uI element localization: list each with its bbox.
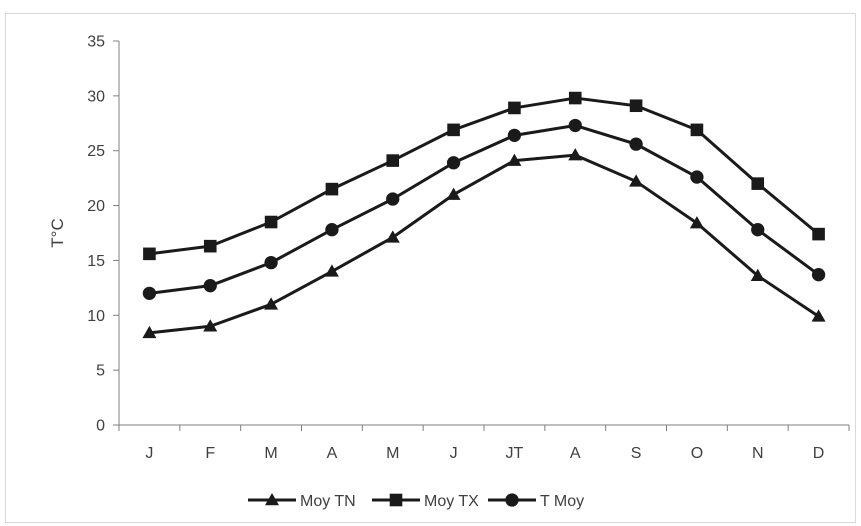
y-axis-label: T°C xyxy=(48,218,67,247)
x-tick-label: F xyxy=(205,445,215,462)
y-tick-label: 25 xyxy=(87,143,105,160)
data-point-t-moy xyxy=(386,192,400,206)
data-point-t-moy xyxy=(690,170,704,184)
data-point-moy-tn xyxy=(629,174,644,187)
x-tick-label: S xyxy=(631,445,642,462)
data-point-t-moy xyxy=(325,223,339,237)
legend-marker-moy-tn xyxy=(265,493,279,506)
data-point-moy-tx xyxy=(812,227,825,241)
data-point-moy-tn xyxy=(568,148,583,161)
legend-label-moy-tn: Moy TN xyxy=(300,493,356,510)
data-point-t-moy xyxy=(203,279,217,293)
x-tick-label: A xyxy=(570,445,581,462)
y-tick-label: 0 xyxy=(96,418,105,435)
x-tick-label: A xyxy=(327,445,338,462)
data-point-t-moy xyxy=(264,255,278,270)
data-point-moy-tn xyxy=(689,216,704,229)
data-point-moy-tx xyxy=(325,182,339,196)
data-point-moy-tx xyxy=(386,154,400,167)
data-point-t-moy xyxy=(142,286,157,300)
x-tick-label: J xyxy=(145,445,153,462)
legend-marker-t-moy xyxy=(505,493,519,507)
y-tick-label: 10 xyxy=(87,308,105,325)
y-tick-label: 35 xyxy=(87,34,105,51)
chart-frame xyxy=(5,13,856,523)
x-tick-label: O xyxy=(691,445,703,462)
data-point-moy-tx xyxy=(447,123,460,137)
series-line-moy-tn xyxy=(149,153,820,335)
data-point-t-moy xyxy=(811,268,826,282)
data-point-t-moy xyxy=(507,128,522,143)
data-point-t-moy xyxy=(568,118,582,133)
data-point-t-moy xyxy=(751,223,765,237)
x-tick-label: M xyxy=(264,445,277,462)
x-tick-label: M xyxy=(386,445,399,462)
data-point-moy-tx xyxy=(143,247,156,261)
data-point-moy-tn xyxy=(142,325,157,339)
y-tick-label: 20 xyxy=(87,198,105,215)
data-point-moy-tx xyxy=(508,101,521,115)
data-point-moy-tn xyxy=(324,264,339,277)
data-point-t-moy xyxy=(446,156,461,170)
data-point-moy-tn xyxy=(750,268,765,282)
data-point-moy-tx xyxy=(690,123,704,137)
data-point-moy-tn xyxy=(385,230,400,243)
legend-label-t-moy: T Moy xyxy=(540,493,584,510)
series-line-moy-tx xyxy=(149,96,820,256)
data-point-t-moy xyxy=(629,137,643,151)
legend-label-moy-tx: Moy TX xyxy=(424,493,479,510)
data-point-moy-tn xyxy=(446,187,461,200)
x-tick-label: D xyxy=(813,445,825,462)
data-point-moy-tx xyxy=(629,99,643,113)
data-point-moy-tn xyxy=(811,309,826,322)
x-tick-label: J xyxy=(450,445,458,462)
data-point-moy-tn xyxy=(264,297,279,310)
data-point-moy-tx xyxy=(203,239,217,253)
data-point-moy-tx xyxy=(264,215,278,229)
x-tick-label: N xyxy=(752,445,764,462)
legend-marker-moy-tx xyxy=(389,493,403,507)
data-point-moy-tx xyxy=(751,177,765,190)
data-point-moy-tx xyxy=(568,91,582,105)
y-tick-label: 15 xyxy=(87,253,105,270)
data-point-moy-tn xyxy=(203,319,218,332)
y-tick-label: 5 xyxy=(96,363,105,380)
data-point-moy-tn xyxy=(507,153,522,166)
x-tick-label: JT xyxy=(506,445,524,462)
series-line-t-moy xyxy=(149,123,820,295)
y-tick-label: 30 xyxy=(87,88,105,105)
